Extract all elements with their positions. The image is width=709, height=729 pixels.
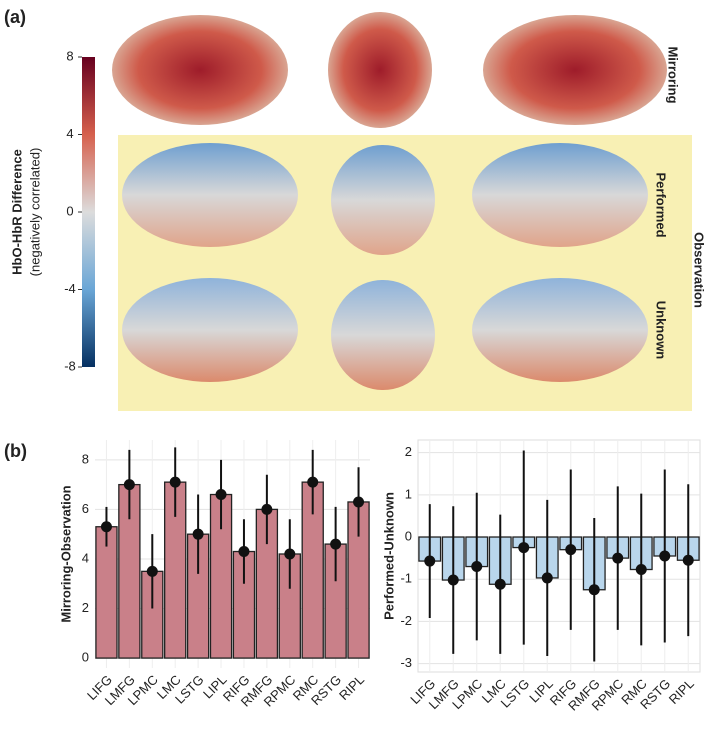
y-tick-label: 2 (405, 444, 412, 459)
mean-point (682, 554, 694, 566)
y-axis-label: Mirroring-Observation (58, 485, 73, 622)
mean-point (284, 548, 296, 560)
mean-point (169, 476, 181, 488)
mean-point (471, 561, 483, 573)
mean-point (307, 476, 319, 488)
y-tick-label: 8 (82, 451, 89, 466)
y-tick-label: -1 (400, 571, 412, 586)
panel-label: (b) (4, 441, 27, 461)
y-axis-label: Performed-Unknown (381, 492, 396, 620)
brain (331, 280, 435, 390)
mean-point (424, 555, 436, 567)
colorbar-tick-label: -4 (64, 281, 76, 296)
mean-point (447, 574, 459, 586)
brain (122, 278, 298, 382)
y-tick-label: 0 (82, 650, 89, 665)
row-label: Performed (654, 172, 669, 237)
mean-point (261, 503, 273, 515)
mean-point (565, 544, 577, 556)
row-label: Mirroring (666, 46, 681, 103)
mean-point (659, 550, 671, 562)
brain (122, 143, 298, 247)
mean-point (541, 572, 553, 584)
brains (112, 12, 667, 390)
mean-point (123, 479, 135, 491)
mean-point (494, 578, 506, 590)
colorbar-title: HbO-HbR Difference (9, 149, 24, 275)
brain (328, 12, 432, 128)
y-tick-label: -2 (400, 613, 412, 628)
brain (472, 278, 648, 382)
y-tick-label: -3 (400, 655, 412, 670)
brain (483, 15, 667, 125)
y-tick-label: 0 (405, 528, 412, 543)
mean-point (215, 489, 227, 501)
mean-point (588, 584, 600, 596)
plot-area (417, 439, 701, 673)
brain (472, 143, 648, 247)
mean-point (518, 542, 530, 554)
colorbar-tick-label: 4 (66, 126, 73, 141)
colorbar-tick-label: 0 (66, 203, 73, 218)
brain (112, 15, 288, 125)
mean-point (146, 565, 158, 577)
mean-point (353, 496, 365, 508)
panel-label: (a) (4, 7, 26, 27)
colorbar (82, 57, 95, 367)
mean-point (612, 552, 624, 564)
x-tick-label: RIPL (666, 676, 697, 707)
y-tick-label: 4 (82, 550, 89, 565)
mean-point (192, 528, 204, 540)
x-tick-label: RIPL (336, 672, 367, 703)
y-tick-label: 6 (82, 501, 89, 516)
mean-point (330, 538, 342, 550)
colorbar-tick-label: 8 (66, 48, 73, 63)
brain (331, 145, 435, 255)
group-label: Observation (692, 232, 707, 308)
mean-point (238, 546, 250, 558)
mean-point (635, 563, 647, 575)
plot-area (95, 440, 370, 668)
mean-point (100, 521, 112, 533)
colorbar-tick-label: -8 (64, 358, 76, 373)
colorbar-subtitle: (negatively correlated) (27, 148, 42, 277)
y-tick-label: 1 (405, 486, 412, 501)
y-tick-label: 2 (82, 600, 89, 615)
row-label: Unknown (654, 301, 669, 360)
